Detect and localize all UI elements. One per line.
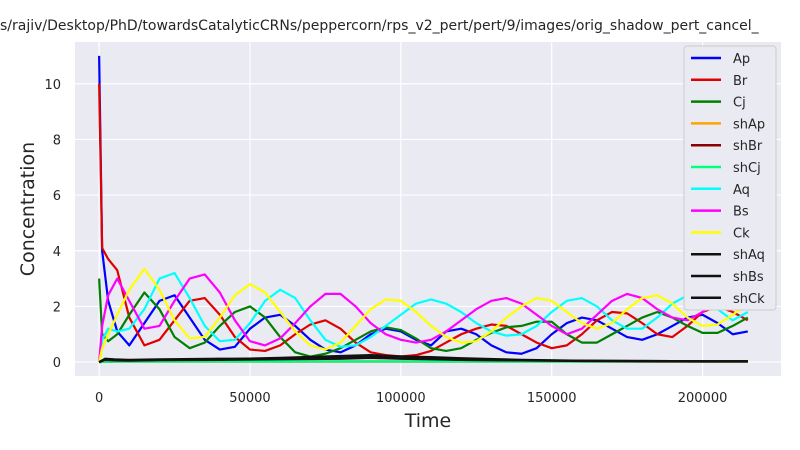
legend-box [683, 45, 777, 311]
legend-label-ck: Ck [733, 226, 750, 241]
legend-label-shbs: shBs [733, 270, 764, 285]
series-line-cj [98, 278, 749, 358]
x-tick-label: 0 [95, 391, 103, 406]
legend-label-aq: Aq [733, 183, 750, 198]
legend-label-shap: shAp [733, 117, 765, 132]
x-tick-label: 50000 [229, 391, 270, 406]
legend-label-cj: Cj [733, 96, 746, 111]
y-tick-label: 10 [44, 78, 61, 93]
chart-title: s/rajiv/Desktop/PhD/towardsCatalyticCRNs… [0, 18, 760, 34]
series-line-ap [98, 55, 749, 355]
legend: Ap Br Cj shAp shBr shCj Aq Bs Ck shAq shBs shCk [683, 45, 777, 311]
plot-area [75, 42, 781, 376]
series-line-aq [98, 271, 749, 363]
legend-label-shbr: shBr [733, 139, 763, 154]
x-tick-label: 150000 [527, 391, 577, 406]
legend-label-shaq: shAq [733, 248, 765, 263]
series-line-ck [98, 267, 749, 363]
y-tick-label: 0 [53, 356, 61, 371]
x-axis-title: Time [404, 410, 452, 432]
series-line-bs [98, 273, 749, 363]
x-tick-label: 100000 [376, 391, 426, 406]
ticks-layer: 0 50000 100000 150000 200000 0 2 4 6 8 10 [44, 78, 727, 406]
legend-label-shcj: shCj [733, 161, 761, 176]
legend-label-br: Br [733, 74, 748, 89]
series-line-shck [98, 356, 748, 364]
y-axis-title: Concentration [17, 142, 39, 276]
y-tick-label: 2 [53, 300, 61, 315]
series-layer [98, 55, 749, 364]
y-tick-label: 8 [53, 133, 61, 148]
legend-label-ap: Ap [733, 52, 750, 67]
legend-label-bs: Bs [733, 205, 749, 220]
x-tick-label: 200000 [678, 391, 728, 406]
y-tick-label: 6 [53, 189, 61, 204]
legend-label-shck: shCk [733, 292, 765, 307]
y-tick-label: 4 [53, 245, 61, 260]
